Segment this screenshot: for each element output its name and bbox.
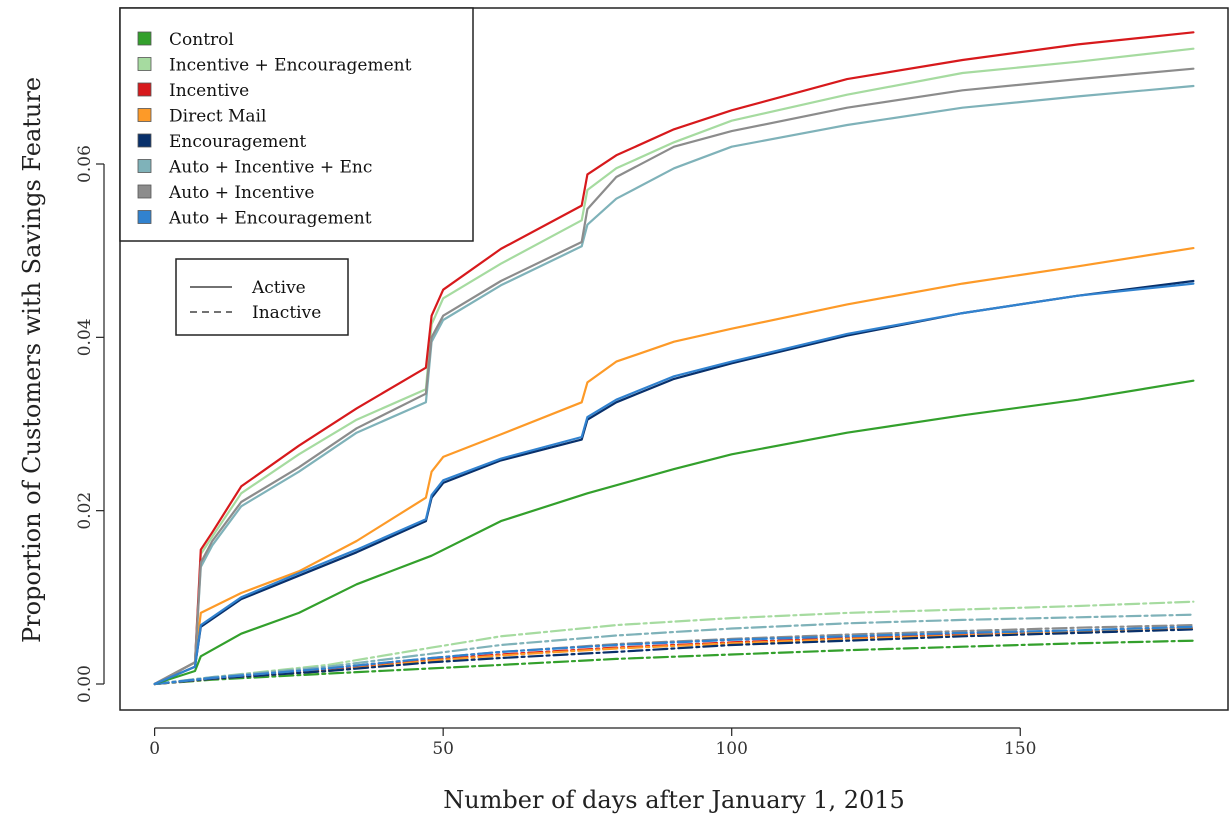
series-line-dashed-auto-incentive-enc [153, 613, 1195, 686]
series-line-solid-incentive [153, 31, 1195, 686]
y-tick-label: 0.00 [75, 665, 95, 703]
line-style-legend-box [175, 258, 349, 336]
plot-frame [119, 7, 1229, 711]
y-axis: 0.00 0.02 0.04 0.06 [75, 145, 105, 703]
legend: Control Incentive + Encouragement Incentiv… [119, 7, 474, 242]
series-line-solid-incentive-encouragement [153, 47, 1195, 686]
legend-label-encouragement: Encouragement [169, 132, 306, 152]
x-tick-label: 50 [432, 739, 454, 759]
line-style-label-inactive: Inactive [252, 303, 321, 323]
y-tick-label: 0.06 [75, 145, 95, 183]
legend-label-auto-encouragement: Auto + Encouragement [168, 209, 372, 229]
legend-box [119, 7, 474, 242]
series-line-solid-encouragement [153, 279, 1195, 686]
series-line-dashed-encouragement [153, 628, 1195, 686]
series-line-dashed-control [153, 639, 1195, 686]
legend-swatch-auto-incentive [137, 184, 152, 199]
x-axis-title: Number of days after January 1, 2015 [443, 786, 905, 814]
x-tick-label: 0 [149, 739, 160, 759]
legend-label-auto-incentive: Auto + Incentive [168, 183, 314, 203]
legend-swatch-auto-incentive-enc [137, 159, 152, 173]
series-line-solid-direct-mail [153, 247, 1195, 686]
legend-swatch-incentive-encouragement [137, 57, 152, 71]
legend-label-auto-incentive-enc: Auto + Incentive + Enc [168, 158, 372, 178]
legend-swatch-auto-encouragement [137, 210, 152, 224]
series-line-solid-auto-incentive [153, 67, 1195, 686]
series-line-dashed-incentive-encouragement [153, 600, 1195, 686]
series-line-solid-auto-encouragement [153, 282, 1195, 686]
legend-swatch-encouragement [137, 133, 152, 148]
x-axis: 0 50 100 150 [149, 727, 1036, 759]
x-tick-label: 150 [1004, 739, 1036, 759]
legend-label-direct-mail: Direct Mail [169, 107, 266, 127]
line-style-label-active: Active [251, 278, 306, 298]
line-style-legend-items: Active Inactive [190, 278, 321, 323]
y-axis-title: Proportion of Customers with Savings Fea… [18, 77, 46, 643]
legend-label-control: Control [169, 30, 234, 50]
y-tick-label: 0.04 [75, 318, 95, 356]
x-tick-label: 100 [715, 739, 747, 759]
series-line-solid-control [153, 379, 1195, 686]
legend-swatch-control [137, 31, 152, 46]
legend-label-incentive: Incentive [169, 81, 249, 101]
series-line-solid-auto-incentive-enc [153, 84, 1195, 686]
y-tick-label: 0.02 [75, 492, 95, 530]
legend-swatch-direct-mail [137, 108, 152, 122]
legend-items: Control Incentive + Encouragement Incentiv… [137, 30, 412, 229]
line-style-legend: Active Inactive [175, 258, 349, 336]
legend-swatch-incentive [137, 82, 152, 97]
series-line-dashed-auto-encouragement [153, 625, 1195, 686]
legend-label-incentive-encouragement: Incentive + Encouragement [169, 56, 412, 76]
series-layer [153, 31, 1195, 686]
